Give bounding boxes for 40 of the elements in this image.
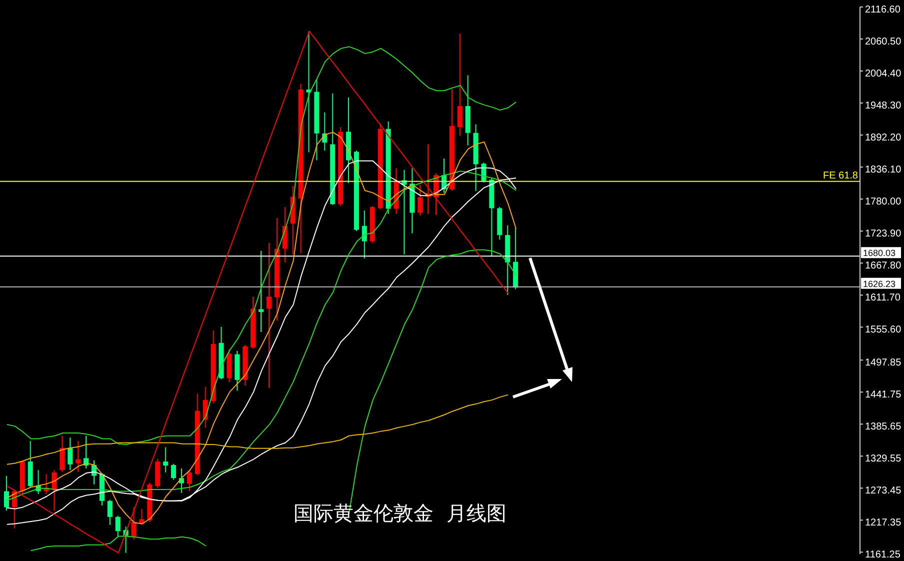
y-tick-label: 1441.75 <box>865 390 902 401</box>
y-tick-label: 1667.80 <box>865 260 902 272</box>
candlestick <box>457 33 462 136</box>
candlestick <box>186 470 192 492</box>
candlestick <box>266 242 272 388</box>
y-tick-label: 1329.55 <box>865 454 902 465</box>
candlestick <box>60 435 65 472</box>
candlestick <box>362 210 367 259</box>
y-tick-label: 1611.70 <box>865 292 901 304</box>
y-tick-label: 2060.50 <box>865 36 902 48</box>
candlestick <box>418 184 423 216</box>
candlestick <box>258 250 264 333</box>
candlestick <box>171 463 176 480</box>
ref-line-label: 1626.23 <box>863 278 896 289</box>
candlestick <box>76 440 81 472</box>
candlestick <box>481 162 486 184</box>
y-tick-label: 1948.30 <box>865 100 902 112</box>
y-tick-label: 1273.45 <box>865 486 902 497</box>
y-tick-label: 1892.20 <box>865 132 902 144</box>
candlestick <box>131 506 136 540</box>
candlestick <box>107 499 112 526</box>
ref-line-label: FE 61.8 <box>822 170 858 182</box>
y-tick-label: 2004.40 <box>865 68 902 80</box>
ref-line-label: 1680.03 <box>863 248 896 258</box>
candlestick <box>163 446 168 473</box>
candlestick <box>4 475 9 512</box>
y-tick-label: 1836.10 <box>865 164 902 176</box>
y-tick-label: 2116.60 <box>865 4 901 16</box>
y-tick-label: 1217.35 <box>865 518 902 529</box>
y-tick-label: 1780.00 <box>865 196 902 208</box>
y-tick-label: 1497.85 <box>865 358 902 369</box>
candlestick <box>115 515 120 537</box>
candlestick <box>68 437 73 471</box>
y-tick-label: 1555.60 <box>865 324 902 336</box>
line-series <box>6 30 509 554</box>
text: 国际黄金伦敦金 月线图 <box>292 500 508 527</box>
y-tick-label: 1385.65 <box>865 422 902 433</box>
y-tick-label: 1723.90 <box>865 228 902 240</box>
y-tick-label: 1161.25 <box>865 550 901 561</box>
line-series <box>6 46 517 445</box>
